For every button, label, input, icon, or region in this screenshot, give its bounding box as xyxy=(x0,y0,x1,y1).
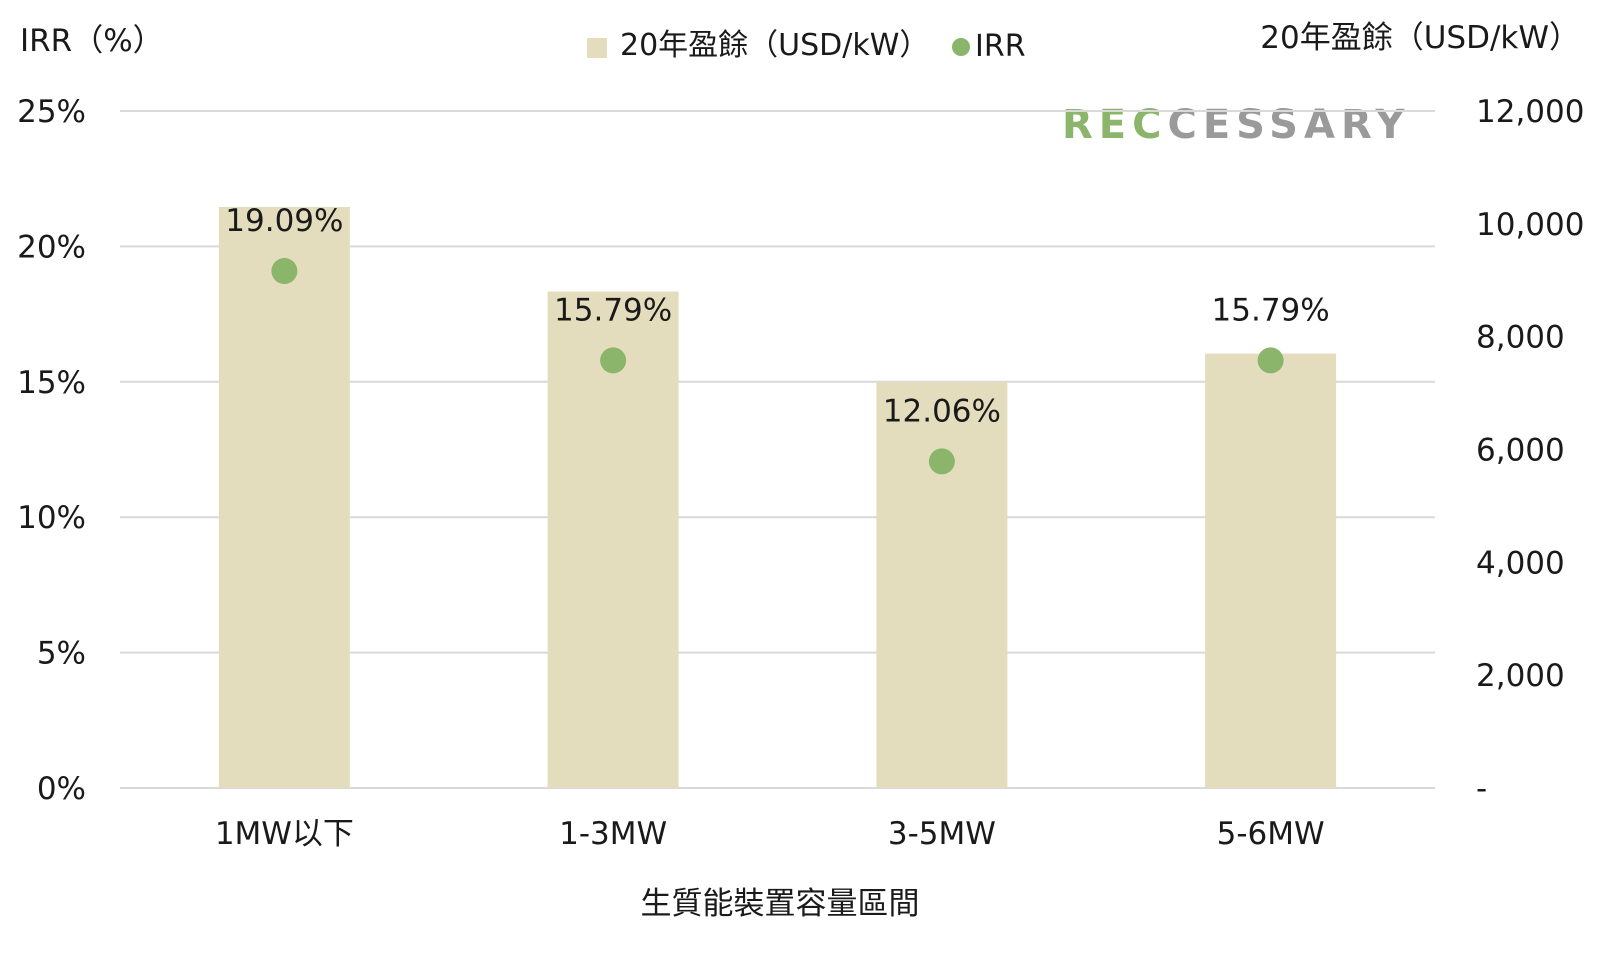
irr-points xyxy=(271,258,1284,475)
irr-data-label: 12.06% xyxy=(883,393,1001,429)
right-axis-title: 20年盈餘（USD/kW） xyxy=(1260,20,1580,56)
legend-swatch-surplus xyxy=(587,38,607,58)
left-tick-label: 10% xyxy=(17,500,86,536)
left-axis-title: IRR（%） xyxy=(20,23,164,59)
left-tick-label: 15% xyxy=(17,365,86,401)
right-tick-label: - xyxy=(1476,771,1487,807)
right-tick-label: 4,000 xyxy=(1476,545,1565,581)
left-axis-ticks: 0% 5% 10% 15% 20% 25% xyxy=(17,94,86,807)
right-tick-label: 6,000 xyxy=(1476,433,1565,469)
bars xyxy=(218,206,1337,789)
irr-data-label: 19.09% xyxy=(225,203,343,239)
irr-data-label: 15.79% xyxy=(554,292,672,328)
left-tick-label: 20% xyxy=(17,229,86,265)
x-tick-label: 3-5MW xyxy=(888,816,996,852)
watermark-logo: RECCESSARY xyxy=(1062,102,1411,148)
x-axis-ticks: 1MW以下 1-3MW 3-5MW 5-6MW xyxy=(215,816,1325,852)
right-axis-ticks: - 2,000 4,000 6,000 8,000 10,000 12,000 xyxy=(1476,94,1584,807)
surplus-bar xyxy=(1205,353,1337,788)
right-tick-label: 2,000 xyxy=(1476,658,1565,694)
x-axis-title: 生質能裝置容量區間 xyxy=(641,886,920,922)
legend: 20年盈餘（USD/kW） IRR xyxy=(587,28,1026,64)
right-tick-label: 10,000 xyxy=(1476,207,1584,243)
svg-text:RECCESSARY: RECCESSARY xyxy=(1062,102,1411,148)
irr-point xyxy=(928,448,955,475)
x-tick-label: 1MW以下 xyxy=(215,816,354,852)
right-tick-label: 12,000 xyxy=(1476,94,1584,130)
data-labels: 19.09% 15.79% 12.06% 15.79% xyxy=(225,203,1329,429)
left-tick-label: 25% xyxy=(17,94,86,130)
x-tick-label: 5-6MW xyxy=(1217,816,1325,852)
legend-swatch-irr xyxy=(952,38,970,56)
surplus-bar xyxy=(876,381,1008,788)
irr-point xyxy=(271,258,298,285)
legend-label-surplus: 20年盈餘（USD/kW） xyxy=(620,28,929,63)
irr-point xyxy=(600,347,627,374)
right-tick-label: 8,000 xyxy=(1476,320,1565,356)
irr-point xyxy=(1257,347,1284,374)
surplus-bar xyxy=(218,206,350,789)
legend-label-irr: IRR xyxy=(975,29,1026,64)
left-tick-label: 0% xyxy=(37,771,86,807)
surplus-bar xyxy=(547,291,679,788)
irr-data-label: 15.79% xyxy=(1212,292,1330,328)
left-tick-label: 5% xyxy=(37,636,86,672)
x-tick-label: 1-3MW xyxy=(559,816,667,852)
